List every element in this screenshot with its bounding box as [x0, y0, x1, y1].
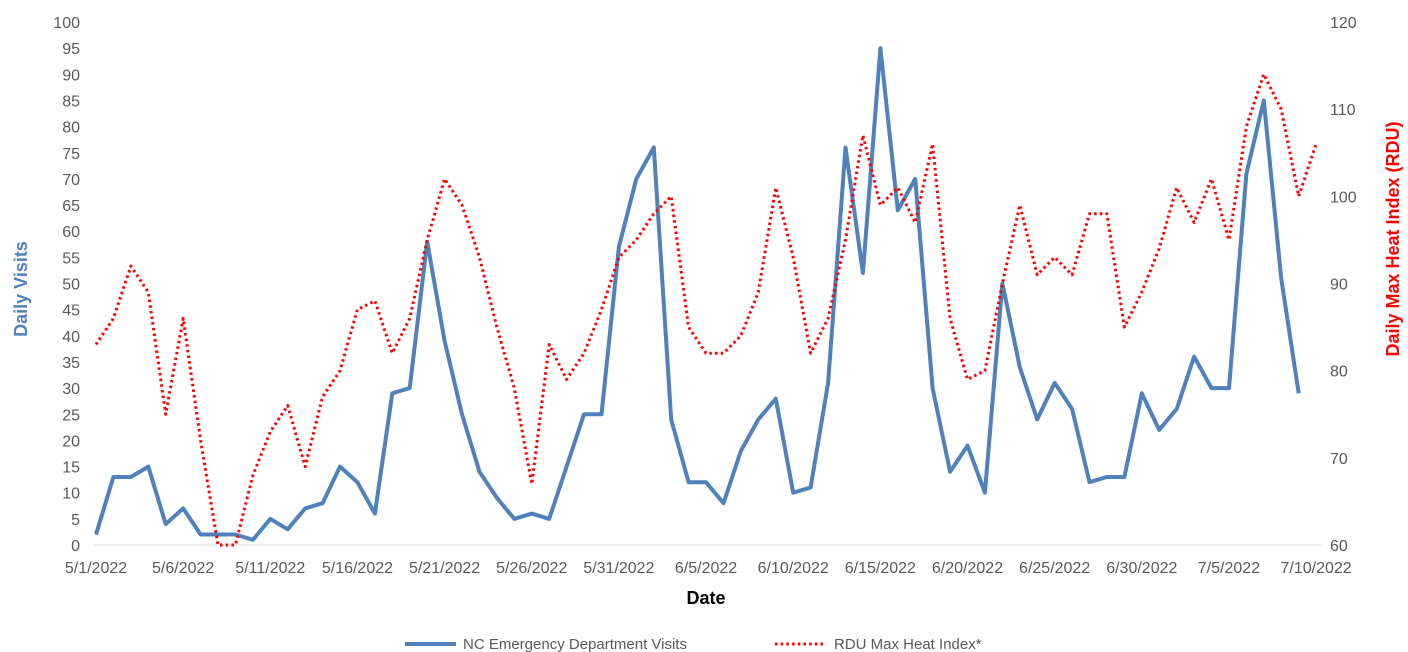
- left-tick-label: 0: [71, 538, 80, 555]
- left-tick-label: 40: [62, 329, 80, 346]
- left-axis-ticks: 0 5 10 15 20 25 30 35 40 45 50 55 60 65 70 75 80 85 90 95 10…: [53, 15, 80, 555]
- left-tick-label: 80: [62, 120, 80, 137]
- series-layer: [94, 46, 1318, 547]
- left-tick-label: 85: [62, 93, 80, 110]
- x-axis-ticks: 5/1/2022 5/6/2022 5/11/2022 5/16/2022 5/21/2…: [65, 560, 1352, 577]
- x-tick-label: 6/30/2022: [1106, 560, 1177, 577]
- series-line-visits: [94, 46, 1301, 542]
- x-tick-label: 7/5/2022: [1198, 560, 1260, 577]
- left-tick-label: 75: [62, 146, 80, 163]
- right-axis-ticks: 60 70 80 90 100 110 120: [1330, 15, 1357, 555]
- left-tick-label: 70: [62, 172, 80, 189]
- left-axis-title: Daily Visits: [11, 241, 31, 337]
- x-tick-label: 6/15/2022: [845, 560, 916, 577]
- left-tick-label: 95: [62, 41, 80, 58]
- x-axis-title: Date: [686, 588, 725, 608]
- right-axis-title: Daily Max Heat Index (RDU): [1383, 121, 1403, 356]
- x-tick-label: 5/31/2022: [583, 560, 654, 577]
- x-tick-label: 5/6/2022: [152, 560, 214, 577]
- x-tick-label: 6/5/2022: [675, 560, 737, 577]
- x-tick-label: 5/16/2022: [322, 560, 393, 577]
- x-tick-label: 6/20/2022: [932, 560, 1003, 577]
- left-tick-label: 100: [53, 15, 80, 32]
- x-tick-label: 5/1/2022: [65, 560, 127, 577]
- left-tick-label: 25: [62, 407, 80, 424]
- left-tick-label: 10: [62, 486, 80, 503]
- left-tick-label: 5: [71, 512, 80, 529]
- left-tick-label: 50: [62, 277, 80, 294]
- x-tick-label: 6/25/2022: [1019, 560, 1090, 577]
- left-tick-label: 30: [62, 381, 80, 398]
- left-tick-label: 65: [62, 198, 80, 215]
- right-tick-label: 90: [1330, 277, 1348, 294]
- right-tick-label: 100: [1330, 189, 1357, 206]
- left-tick-label: 35: [62, 355, 80, 372]
- legend: NC Emergency Department Visits RDU Max H…: [405, 636, 982, 652]
- left-tick-label: 55: [62, 250, 80, 267]
- right-tick-label: 60: [1330, 538, 1348, 555]
- left-tick-label: 20: [62, 433, 80, 450]
- left-tick-label: 45: [62, 303, 80, 320]
- x-tick-label: 5/26/2022: [496, 560, 567, 577]
- x-tick-label: 5/11/2022: [235, 560, 305, 577]
- right-tick-label: 110: [1330, 102, 1356, 119]
- left-tick-label: 15: [62, 460, 80, 477]
- x-tick-label: 7/10/2022: [1281, 560, 1352, 577]
- x-tick-label: 5/21/2022: [409, 560, 480, 577]
- right-tick-label: 70: [1330, 451, 1348, 468]
- right-tick-label: 80: [1330, 364, 1348, 381]
- left-tick-label: 60: [62, 224, 80, 241]
- legend-label-heat-index: RDU Max Heat Index*: [834, 636, 982, 652]
- series-line-heat-index: [94, 72, 1318, 547]
- x-tick-label: 6/10/2022: [758, 560, 829, 577]
- right-tick-label: 120: [1330, 15, 1357, 32]
- legend-label-visits: NC Emergency Department Visits: [463, 636, 687, 652]
- left-tick-label: 90: [62, 67, 80, 84]
